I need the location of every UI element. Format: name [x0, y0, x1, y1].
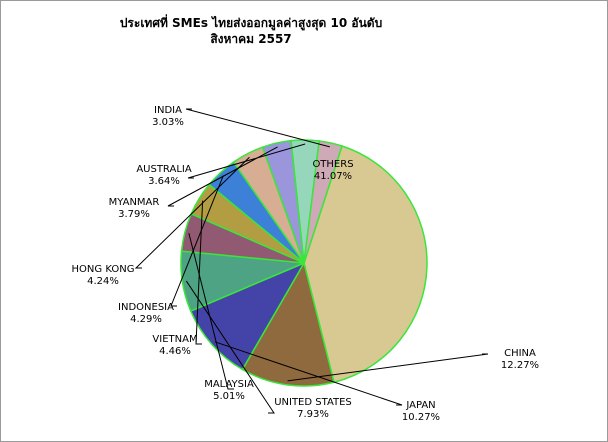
leader-line-myanmar	[167, 146, 278, 207]
slice-label-myanmar: MYANMAR	[109, 197, 160, 208]
slice-value-vietnam: 4.46%	[159, 346, 191, 357]
slice-value-hong-kong: 4.24%	[87, 276, 119, 287]
slice-value-myanmar: 3.79%	[118, 209, 150, 220]
leader-line-hong-kong	[134, 156, 250, 269]
slice-label-japan: JAPAN	[405, 400, 435, 411]
pie-slice-india	[303, 140, 343, 264]
leader-line-australia	[187, 143, 306, 179]
leader-line-china	[287, 353, 489, 382]
slice-label-malaysia: MALAYSIA	[204, 379, 254, 390]
chart-title: ประเทศที่ SMEs ไทยส่งออกมูลค่าสูงสุด 10 …	[119, 16, 383, 30]
slice-label-indonesia: INDONESIA	[118, 302, 174, 313]
slice-label-others: OTHERS	[312, 159, 353, 170]
slice-label-india: INDIA	[154, 105, 182, 116]
slice-label-australia: AUSTRALIA	[136, 164, 192, 175]
slice-label-united-states: UNITED STATES	[274, 397, 352, 408]
leader-line-indonesia	[170, 175, 224, 307]
slice-value-malaysia: 5.01%	[213, 391, 245, 402]
leader-line-vietnam	[195, 200, 204, 345]
leader-line-united-states	[185, 280, 275, 414]
chart-title-block: ประเทศที่ SMEs ไทยส่งออกมูลค่าสูงสุด 10 …	[1, 15, 501, 47]
slice-value-united-states: 7.93%	[297, 409, 329, 420]
leader-lines	[134, 108, 489, 414]
slice-label-hong-kong: HONG KONG	[72, 264, 135, 275]
slice-value-japan: 10.27%	[402, 412, 440, 423]
slice-label-china: CHINA	[504, 348, 536, 359]
slice-value-india: 3.03%	[152, 117, 184, 128]
slice-value-china: 12.27%	[501, 360, 539, 371]
slice-value-indonesia: 4.29%	[130, 314, 162, 325]
pie-slice-others	[303, 145, 428, 384]
slice-value-others: 41.07%	[314, 171, 352, 182]
slice-value-australia: 3.64%	[148, 176, 180, 187]
chart-subtitle: สิงหาคม 2557	[210, 32, 292, 46]
slice-label-vietnam: VIETNAM	[152, 334, 197, 345]
leader-line-malaysia	[188, 232, 234, 390]
leader-line-india	[185, 108, 330, 148]
leader-line-japan	[214, 341, 403, 406]
